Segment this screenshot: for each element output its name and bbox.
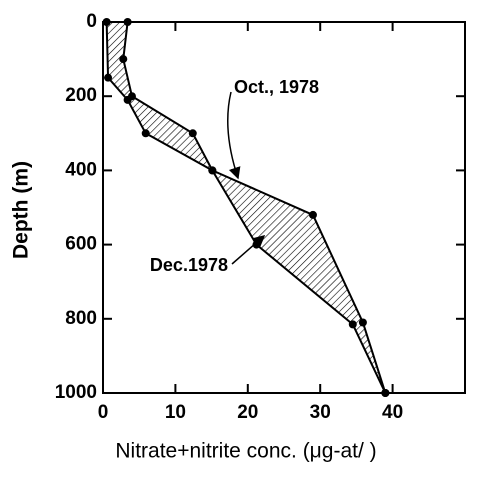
x-tick-label: 10 [165, 402, 186, 423]
data-point [104, 73, 113, 82]
y-tick-label: 400 [65, 159, 97, 180]
data-point [308, 210, 317, 219]
data-point [348, 320, 357, 329]
plot-frame [102, 21, 466, 394]
series-line [105, 21, 387, 394]
data-point [252, 240, 261, 249]
data-point [119, 55, 128, 64]
data-point [123, 18, 132, 26]
data-point [358, 318, 367, 327]
y-tick-label: 800 [65, 308, 97, 329]
series-line [122, 21, 387, 394]
x-axis-label: Nitrate+nitrite conc. (μg-at/ ) [115, 440, 376, 463]
data-point [188, 129, 197, 138]
y-axis-label: Depth (m) [10, 161, 33, 259]
data-point [123, 95, 132, 104]
data-point [102, 18, 111, 26]
x-tick-label: 40 [382, 402, 403, 423]
data-point [208, 166, 217, 175]
x-tick-label: 20 [237, 402, 258, 423]
y-tick-label: 0 [86, 11, 97, 32]
data-point [141, 129, 150, 138]
series-label: Dec.1978 [150, 255, 228, 275]
y-tick-label: 200 [65, 85, 97, 106]
annotation-arrow [227, 91, 241, 180]
y-tick-label: 600 [65, 234, 97, 255]
data-point [381, 389, 390, 397]
y-tick-label: 1000 [55, 382, 97, 403]
x-tick-label: 0 [98, 402, 109, 423]
x-tick-label: 30 [310, 402, 331, 423]
series-label: Oct., 1978 [234, 77, 319, 97]
hatched-area [106, 22, 386, 393]
